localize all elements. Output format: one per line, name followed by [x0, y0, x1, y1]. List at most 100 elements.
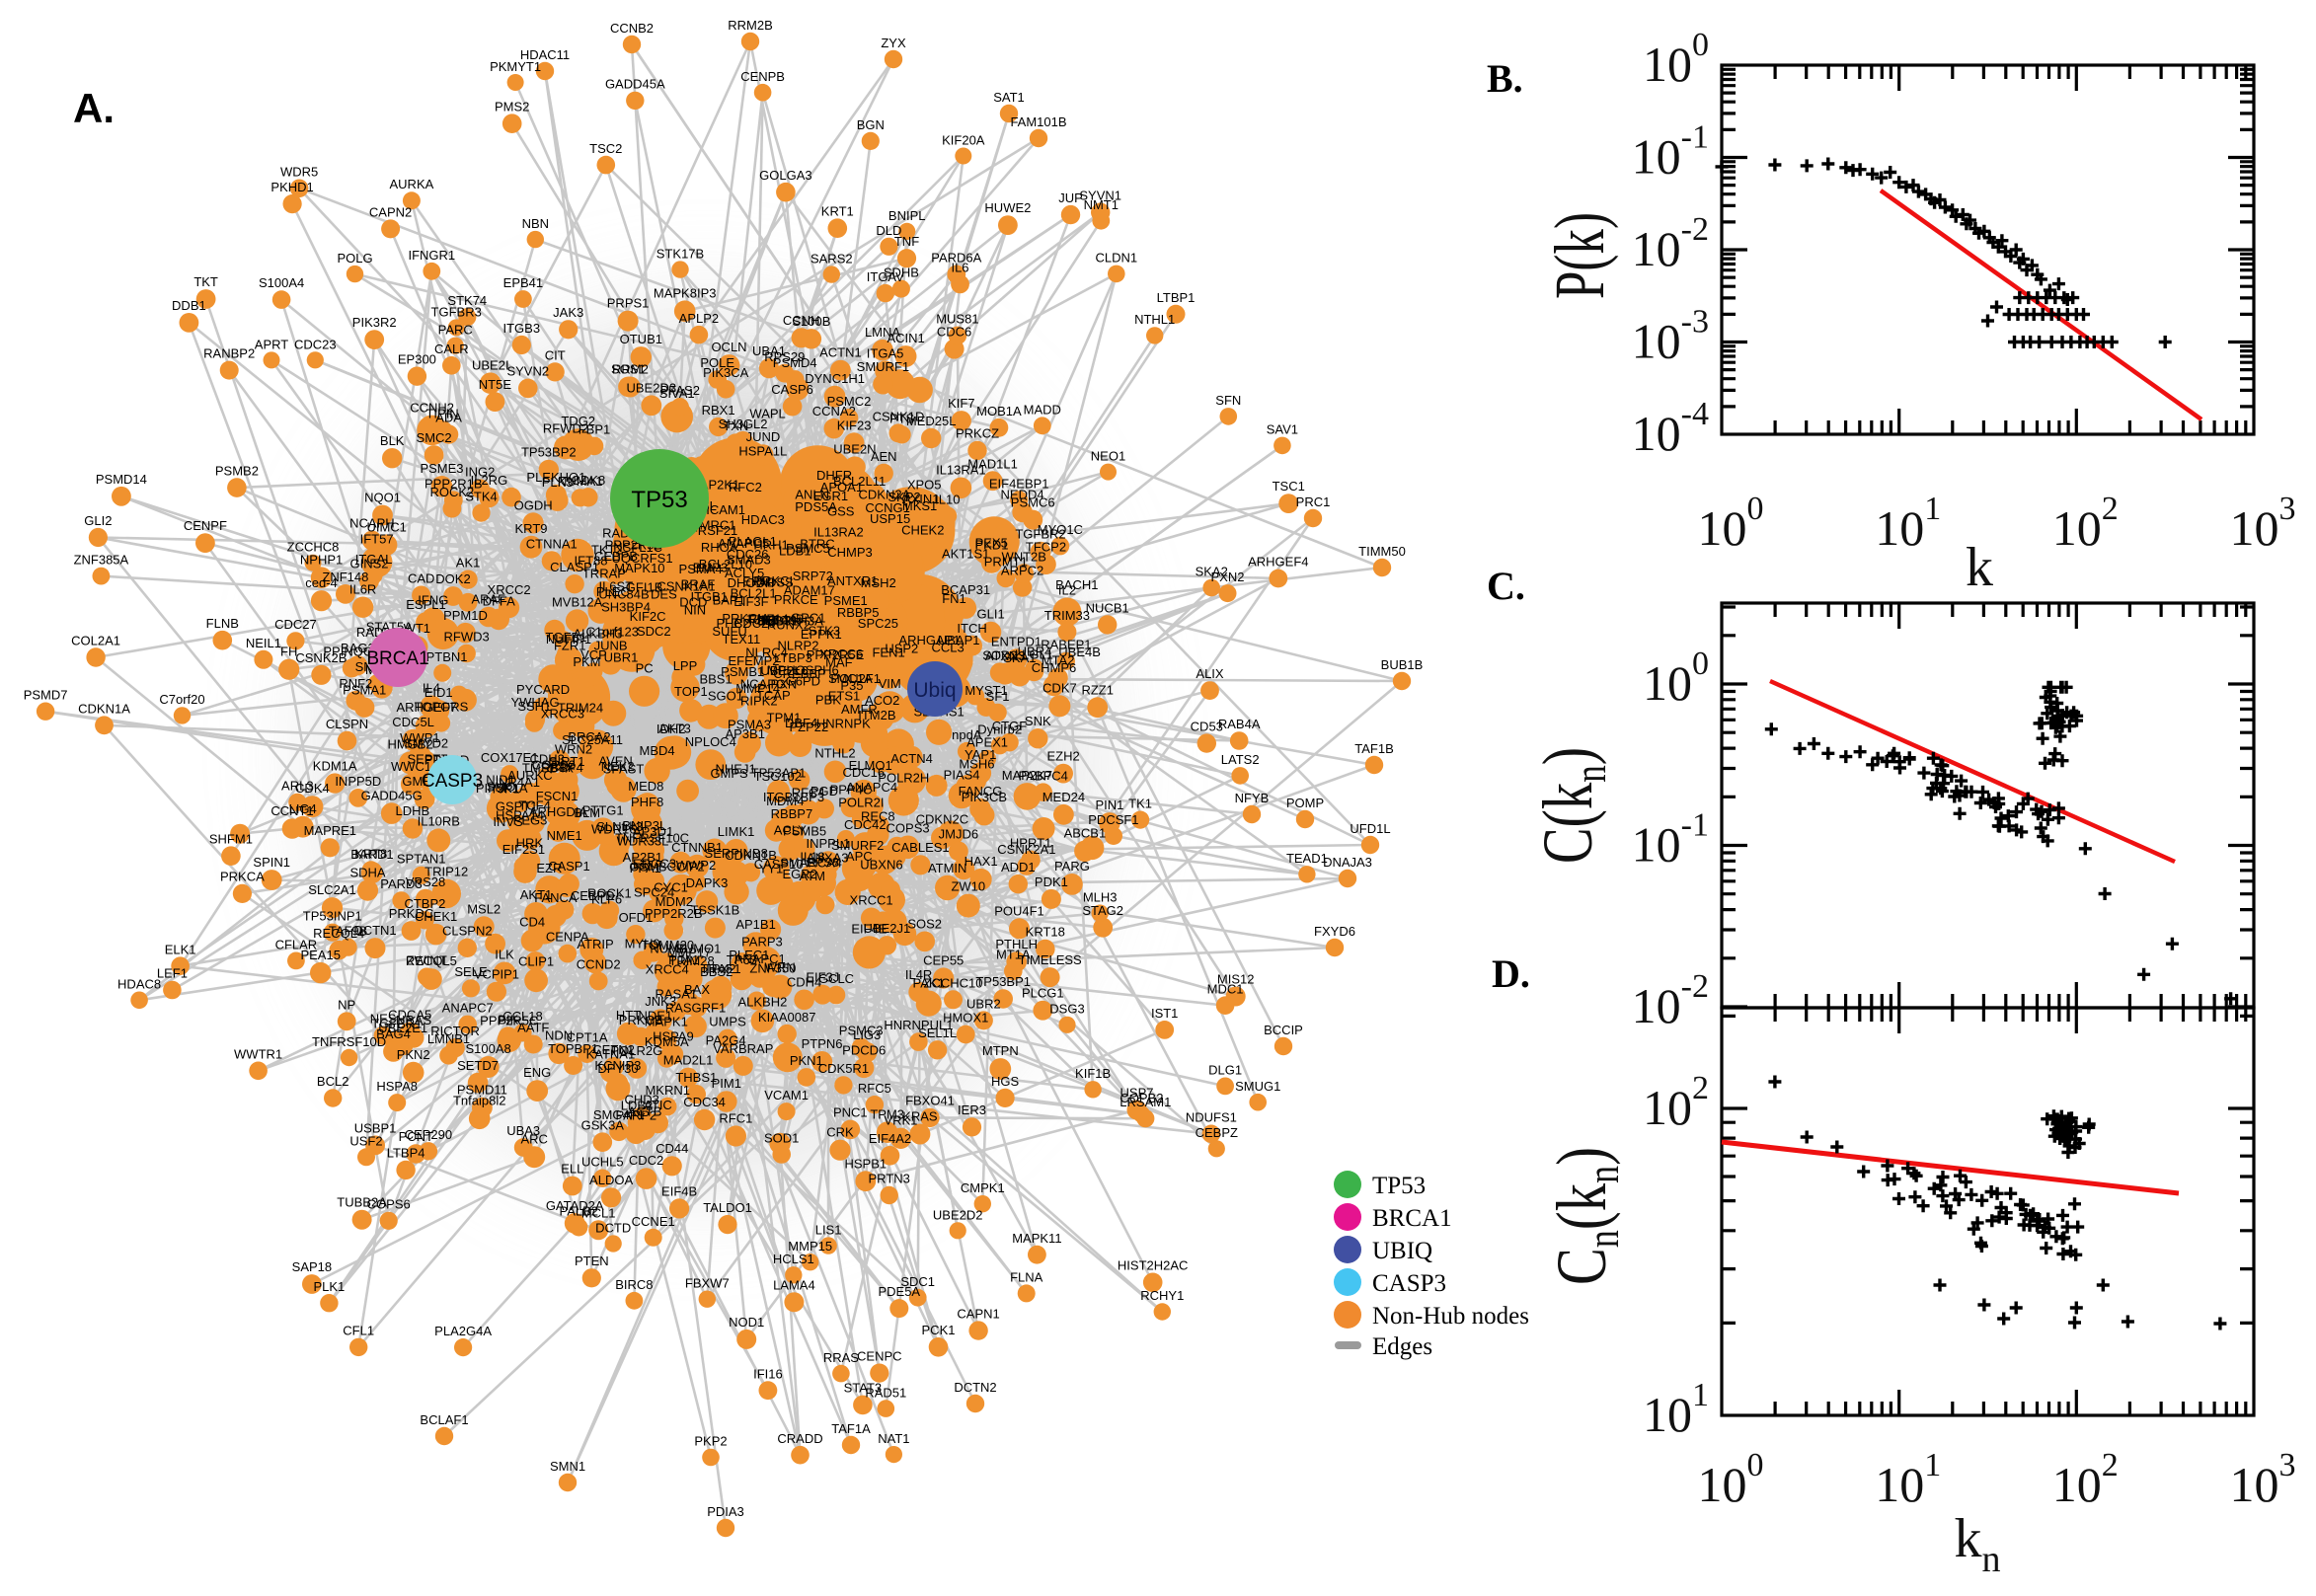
svg-text:BNIPL: BNIPL — [888, 208, 926, 223]
svg-text:TSC2: TSC2 — [589, 141, 622, 156]
svg-text:ARC: ARC — [520, 1131, 547, 1146]
svg-text:ROCK2: ROCK2 — [430, 485, 475, 499]
svg-text:GLI2: GLI2 — [84, 513, 112, 528]
svg-text:Non-Hub nodes: Non-Hub nodes — [1372, 1303, 1529, 1330]
svg-text:REC8: REC8 — [861, 808, 895, 823]
svg-text:MBD4: MBD4 — [640, 743, 675, 758]
svg-text:TIMM50: TIMM50 — [1358, 544, 1406, 559]
svg-text:DCTD: DCTD — [595, 1220, 631, 1235]
svg-text:BCCIP: BCCIP — [1264, 1023, 1303, 1037]
svg-text:CDK5R1: CDK5R1 — [818, 1061, 869, 1076]
svg-text:BCAP31: BCAP31 — [941, 582, 990, 597]
svg-text:ITGAV: ITGAV — [867, 269, 904, 284]
svg-text:ACTN1: ACTN1 — [819, 345, 862, 360]
svg-text:RRAS: RRAS — [823, 1350, 859, 1365]
svg-text:UBE2N: UBE2N — [833, 442, 876, 457]
svg-text:PMS2: PMS2 — [495, 99, 529, 114]
svg-text:LIMK1: LIMK1 — [718, 824, 755, 839]
svg-text:XRCC4: XRCC4 — [646, 961, 689, 976]
svg-text:CTBP2: CTBP2 — [404, 896, 445, 911]
svg-text:S100A8: S100A8 — [465, 1041, 510, 1056]
svg-text:SPTAN1: SPTAN1 — [397, 852, 446, 867]
svg-text:ACTN4: ACTN4 — [890, 751, 933, 766]
svg-text:CABLES1: CABLES1 — [891, 840, 950, 855]
svg-text:INPP5D: INPP5D — [335, 774, 381, 789]
svg-text:MUS81: MUS81 — [936, 312, 978, 327]
svg-text:EIF3J: EIF3J — [806, 970, 839, 985]
svg-text:KCNIP3: KCNIP3 — [594, 1058, 641, 1073]
svg-text:MED8: MED8 — [628, 779, 663, 794]
svg-text:NHEJ1: NHEJ1 — [716, 761, 756, 776]
svg-text:VIM: VIM — [879, 676, 901, 691]
svg-text:NOD1: NOD1 — [729, 1315, 764, 1330]
svg-text:HIST2H2AC: HIST2H2AC — [1118, 1257, 1189, 1272]
svg-text:PLK1: PLK1 — [313, 1279, 345, 1294]
svg-text:PRTN3: PRTN3 — [869, 1172, 910, 1186]
svg-text:JUND: JUND — [746, 429, 781, 444]
svg-text:TAF9B: TAF9B — [329, 924, 368, 939]
svg-text:AP1B1: AP1B1 — [735, 917, 775, 932]
svg-text:DCD: DCD — [679, 594, 707, 609]
svg-text:ZCCHC10: ZCCHC10 — [924, 975, 983, 990]
svg-text:NEK2: NEK2 — [601, 759, 635, 774]
svg-text:ZW10: ZW10 — [951, 879, 985, 894]
svg-text:ABCB1: ABCB1 — [1064, 825, 1107, 840]
svg-text:AURKA: AURKA — [390, 177, 434, 191]
svg-text:WDR5: WDR5 — [280, 165, 318, 180]
svg-text:CCND2: CCND2 — [577, 957, 621, 972]
svg-text:SMARCA4: SMARCA4 — [780, 856, 842, 871]
svg-text:TIMELESS: TIMELESS — [1018, 952, 1082, 967]
svg-text:ANAPC4: ANAPC4 — [846, 780, 897, 795]
svg-text:LIG3: LIG3 — [853, 1027, 881, 1042]
svg-text:PNC1: PNC1 — [833, 1105, 868, 1120]
svg-text:KIF20A: KIF20A — [942, 132, 985, 147]
svg-text:IFNGR1: IFNGR1 — [408, 248, 455, 263]
svg-text:UBE2D3: UBE2D3 — [627, 380, 677, 395]
svg-text:LMNA: LMNA — [865, 325, 900, 340]
svg-text:PKN2: PKN2 — [397, 1047, 430, 1062]
svg-text:USP7: USP7 — [1120, 1086, 1154, 1101]
svg-text:SKA2: SKA2 — [1196, 565, 1228, 579]
svg-text:GADD45A: GADD45A — [605, 77, 665, 92]
svg-text:PSME3: PSME3 — [420, 461, 463, 476]
svg-text:ZCCHC8: ZCCHC8 — [287, 540, 340, 555]
svg-text:LEF1: LEF1 — [157, 966, 188, 981]
svg-text:PSMD14: PSMD14 — [96, 472, 147, 487]
svg-text:KIF7: KIF7 — [948, 396, 974, 411]
svg-text:UBIQ: UBIQ — [1372, 1238, 1432, 1264]
svg-text:BIRC8: BIRC8 — [615, 1277, 653, 1292]
svg-text:DHFR: DHFR — [816, 468, 852, 483]
svg-text:BIK: BIK — [498, 1012, 518, 1026]
svg-text:TP53: TP53 — [631, 487, 687, 513]
svg-text:TFCP2: TFCP2 — [1026, 540, 1066, 555]
svg-text:ALKBH2: ALKBH2 — [737, 995, 787, 1010]
svg-text:COPS6: COPS6 — [367, 1197, 411, 1212]
svg-text:FBP1: FBP1 — [579, 422, 611, 437]
svg-text:FXYD6: FXYD6 — [1314, 924, 1355, 939]
svg-text:TP53INP1: TP53INP1 — [303, 909, 362, 924]
svg-text:FLNB: FLNB — [206, 616, 239, 631]
svg-text:NRAS: NRAS — [396, 1013, 431, 1027]
svg-text:LIS1: LIS1 — [815, 1222, 842, 1237]
svg-text:SRP72: SRP72 — [793, 569, 833, 583]
svg-text:SELE: SELE — [454, 964, 488, 979]
svg-text:POLR2I: POLR2I — [838, 795, 884, 809]
svg-text:SDHA: SDHA — [349, 865, 385, 879]
svg-text:CRADD: CRADD — [777, 1431, 822, 1446]
svg-text:SNK: SNK — [1025, 714, 1051, 728]
svg-text:CDKN1A: CDKN1A — [78, 701, 130, 716]
svg-text:TXN: TXN — [723, 418, 748, 433]
svg-text:DHODH: DHODH — [728, 575, 775, 590]
svg-text:PSMC2: PSMC2 — [827, 394, 872, 409]
svg-text:RPS29: RPS29 — [764, 349, 805, 364]
svg-text:FLNA: FLNA — [1010, 1269, 1043, 1284]
svg-text:DDB1: DDB1 — [172, 298, 206, 313]
svg-text:CDK7: CDK7 — [1042, 680, 1077, 695]
svg-text:LTBP4: LTBP4 — [387, 1146, 425, 1161]
svg-text:S100A4: S100A4 — [259, 275, 304, 290]
svg-text:ING2: ING2 — [465, 464, 495, 479]
svg-text:CMPK1: CMPK1 — [961, 1180, 1005, 1195]
svg-text:PSME1: PSME1 — [824, 593, 868, 608]
svg-text:SMG4F1: SMG4F1 — [593, 1107, 645, 1122]
svg-text:ITGB3: ITGB3 — [503, 321, 541, 336]
